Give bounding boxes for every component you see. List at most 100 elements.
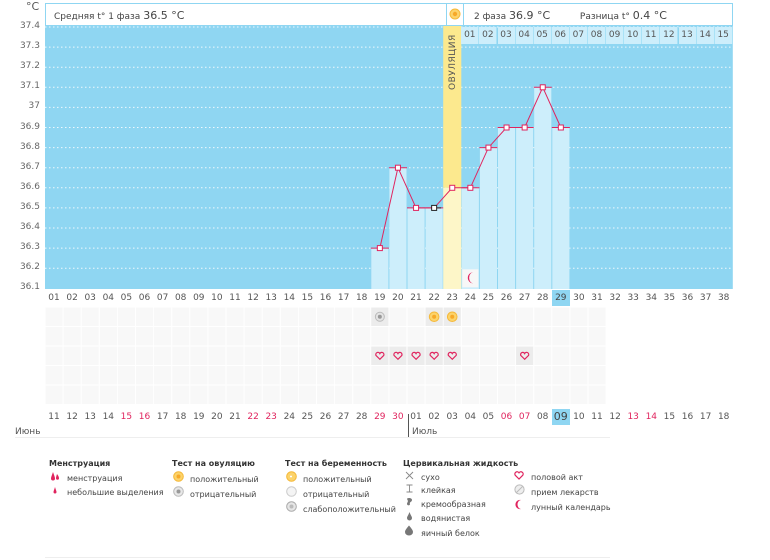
- calendar-date[interactable]: 05: [482, 412, 495, 422]
- marker-cell: [498, 385, 516, 404]
- cycle-day-label[interactable]: 33: [627, 293, 639, 303]
- calendar-date[interactable]: 07: [518, 412, 531, 422]
- calendar-date[interactable]: 18: [174, 412, 187, 422]
- cycle-day-label[interactable]: 30: [573, 293, 585, 303]
- calendar-date[interactable]: 11: [591, 412, 603, 422]
- cycle-day-label[interactable]: 10: [211, 293, 223, 303]
- cycle-day-label[interactable]: 24: [464, 293, 477, 303]
- calendar-date[interactable]: 01: [410, 412, 422, 422]
- cycle-day-label[interactable]: 23: [446, 293, 458, 303]
- cycle-day-label[interactable]: 06: [138, 293, 151, 303]
- calendar-date[interactable]: 10: [573, 412, 585, 422]
- cycle-day-label[interactable]: 27: [518, 293, 531, 303]
- marker-cell: [172, 327, 190, 346]
- calendar-date[interactable]: 17: [699, 412, 712, 422]
- calendar-date[interactable]: 22: [247, 412, 259, 422]
- calendar-date[interactable]: 12: [66, 412, 78, 422]
- calendar-date[interactable]: 04: [464, 412, 477, 422]
- calendar-date[interactable]: 25: [301, 412, 314, 422]
- cycle-day-label[interactable]: 21: [410, 293, 422, 303]
- cycle-day-label[interactable]: 11: [229, 293, 241, 303]
- cycle-day-label[interactable]: 28: [536, 293, 549, 303]
- calendar-date[interactable]: 12: [609, 412, 621, 422]
- y-tick-label: 36.8: [19, 141, 40, 152]
- cycle-day-label[interactable]: 02: [66, 293, 78, 303]
- calendar-date[interactable]: 26: [319, 412, 332, 422]
- marker-cell: [461, 385, 479, 404]
- cycle-day-label[interactable]: 22: [428, 293, 440, 303]
- ovulation-label: ОВУЛЯЦИЯ: [448, 34, 458, 90]
- cycle-day-label[interactable]: 26: [500, 293, 513, 303]
- calendar-date[interactable]: 03: [446, 412, 458, 422]
- cycle-day-label[interactable]: 13: [265, 293, 277, 303]
- phase2-day-number: 08: [588, 27, 606, 44]
- calendar-date[interactable]: 18: [717, 412, 730, 422]
- marker-cell: [208, 385, 226, 404]
- calendar-date[interactable]: 20: [211, 412, 223, 422]
- cycle-day-label[interactable]: 31: [591, 293, 603, 303]
- calendar-date[interactable]: 30: [392, 412, 404, 422]
- cycle-day-label[interactable]: 09: [193, 293, 205, 303]
- calendar-date[interactable]: 14: [645, 412, 658, 422]
- calendar-date[interactable]: 11: [48, 412, 60, 422]
- calendar-date[interactable]: 16: [681, 412, 694, 422]
- cycle-day-label-current[interactable]: 29: [551, 290, 570, 306]
- cycle-day-label[interactable]: 08: [174, 293, 187, 303]
- cycle-day-label[interactable]: 17: [337, 293, 350, 303]
- cycle-day-label[interactable]: 32: [609, 293, 621, 303]
- ovulation-negative-icon: [172, 486, 184, 499]
- cycle-day-label[interactable]: 15: [301, 293, 314, 303]
- calendar-date[interactable]: 15: [663, 412, 676, 422]
- cycle-day-label[interactable]: 01: [48, 293, 60, 303]
- cycle-day-label[interactable]: 18: [355, 293, 368, 303]
- calendar-date[interactable]: 29: [374, 412, 386, 422]
- marker-cell: [443, 385, 461, 404]
- cycle-day-label[interactable]: 35: [663, 293, 676, 303]
- cycle-day-label[interactable]: 12: [247, 293, 259, 303]
- phase2-summary: 2 фаза 36.9 °C Разница t° 0.4 °C: [474, 9, 667, 22]
- calendar-date[interactable]: 23: [265, 412, 277, 422]
- phase2-day-number: 13: [678, 27, 697, 44]
- cycle-day-label[interactable]: 03: [84, 293, 96, 303]
- calendar-date[interactable]: 19: [193, 412, 205, 422]
- calendar-date[interactable]: 17: [156, 412, 169, 422]
- calendar-date[interactable]: 13: [84, 412, 96, 422]
- cycle-day-label[interactable]: 25: [482, 293, 495, 303]
- calendar-date[interactable]: 08: [536, 412, 549, 422]
- legend-item-menstruation: менструация: [49, 471, 164, 483]
- calendar-date[interactable]: 28: [355, 412, 368, 422]
- legend-item-intercourse: половой акт: [513, 471, 611, 482]
- calendar-date[interactable]: 02: [428, 412, 440, 422]
- legend-item-spotting: небольшие выделения: [49, 485, 164, 497]
- cycle-day-label[interactable]: 14: [283, 293, 296, 303]
- cycle-day-label[interactable]: 07: [156, 293, 169, 303]
- calendar-date[interactable]: 16: [138, 412, 151, 422]
- marker-cell: [208, 327, 226, 346]
- calendar-date[interactable]: 27: [337, 412, 350, 422]
- calendar-date[interactable]: 24: [283, 412, 296, 422]
- phase2-day-number: 15: [714, 27, 733, 44]
- calendar-date[interactable]: 06: [500, 412, 513, 422]
- calendar-date[interactable]: 13: [627, 412, 639, 422]
- cycle-day-label[interactable]: 16: [319, 293, 332, 303]
- cycle-day-label[interactable]: 04: [102, 293, 115, 303]
- y-tick-label: 36.4: [19, 222, 40, 232]
- cycle-day-label[interactable]: 37: [699, 293, 712, 303]
- cycle-day-label[interactable]: 05: [120, 293, 133, 303]
- marker-cell: [63, 346, 81, 365]
- calendar-date-today[interactable]: 09: [551, 409, 570, 425]
- marker-cell: [208, 307, 226, 326]
- y-tick-label: 37.1: [19, 81, 40, 92]
- marker-cell: [208, 366, 226, 385]
- legend-cervical: Цервикальная жидкость сухо клейкая кремо…: [403, 459, 518, 538]
- calendar-date[interactable]: 21: [229, 412, 241, 422]
- cycle-day-label[interactable]: 38: [717, 293, 730, 303]
- cycle-day-label[interactable]: 36: [681, 293, 694, 303]
- cycle-day-label[interactable]: 20: [392, 293, 404, 303]
- cycle-day-label[interactable]: 19: [374, 293, 386, 303]
- marker-cell: [99, 327, 117, 346]
- calendar-date[interactable]: 14: [102, 412, 115, 422]
- cycle-day-label[interactable]: 34: [645, 293, 658, 303]
- calendar-date[interactable]: 15: [120, 412, 133, 422]
- diff-value: 0.4 °C: [632, 9, 667, 22]
